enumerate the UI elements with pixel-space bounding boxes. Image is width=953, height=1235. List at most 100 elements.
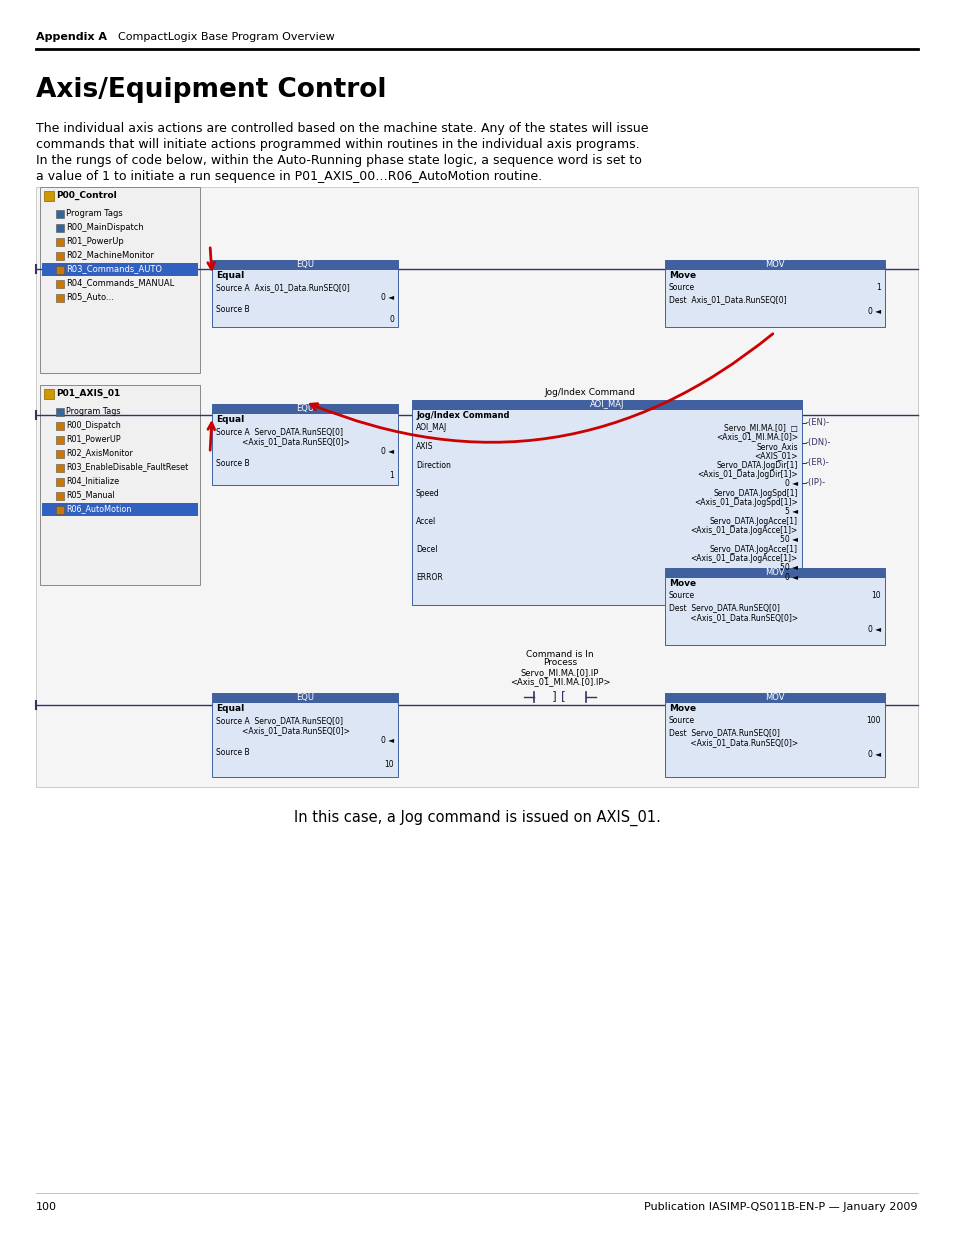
Bar — [664, 568, 884, 577]
Text: AOI_MAJ: AOI_MAJ — [589, 400, 623, 409]
Text: 0 ◄: 0 ◄ — [784, 573, 797, 582]
Bar — [56, 422, 64, 430]
Bar — [56, 506, 64, 514]
Bar — [40, 385, 200, 585]
Text: In the rungs of code below, within the Auto-Running phase state logic, a sequenc: In the rungs of code below, within the A… — [36, 154, 641, 167]
Bar — [212, 412, 397, 485]
Bar — [664, 577, 884, 645]
Text: 10: 10 — [384, 760, 394, 769]
Text: R03_EnableDisable_FaultReset: R03_EnableDisable_FaultReset — [66, 462, 188, 472]
Text: Jog/Index Command: Jog/Index Command — [416, 411, 509, 420]
Bar — [56, 280, 64, 288]
Text: Source B: Source B — [215, 459, 250, 468]
Text: Process: Process — [542, 658, 577, 667]
Bar — [42, 263, 198, 275]
Bar — [56, 464, 64, 472]
Text: <Axis_01_Data.RunSEQ[0]>: <Axis_01_Data.RunSEQ[0]> — [215, 726, 350, 735]
Bar — [212, 701, 397, 777]
Text: R01_PowerUP: R01_PowerUP — [66, 435, 120, 443]
Text: The individual axis actions are controlled based on the machine state. Any of th: The individual axis actions are controll… — [36, 122, 648, 135]
Text: ] [: ] [ — [552, 690, 565, 704]
Text: -(ER)-: -(ER)- — [805, 458, 829, 468]
Text: P00_Control: P00_Control — [56, 190, 116, 200]
Text: <Axis_01_MI.MA.[0]>: <Axis_01_MI.MA.[0]> — [715, 432, 797, 441]
Text: <Axis_01_Data.RunSEQ[0]>: <Axis_01_Data.RunSEQ[0]> — [668, 613, 798, 622]
Bar — [664, 269, 884, 327]
Bar — [56, 492, 64, 500]
Text: Source A  Axis_01_Data.RunSEQ[0]: Source A Axis_01_Data.RunSEQ[0] — [215, 283, 350, 291]
Text: Speed: Speed — [416, 489, 439, 498]
Bar — [40, 186, 200, 373]
Bar — [56, 436, 64, 445]
Bar — [664, 261, 884, 269]
Text: Dest  Axis_01_Data.RunSEQ[0]: Dest Axis_01_Data.RunSEQ[0] — [668, 295, 786, 304]
Bar — [44, 191, 54, 201]
Text: <AXIS_01>: <AXIS_01> — [754, 451, 797, 459]
Bar — [56, 238, 64, 246]
Bar — [56, 252, 64, 261]
Text: Servo_DATA.JogSpd[1]: Servo_DATA.JogSpd[1] — [713, 489, 797, 498]
Bar — [412, 409, 801, 605]
Text: Axis/Equipment Control: Axis/Equipment Control — [36, 77, 386, 103]
Bar — [42, 503, 198, 516]
Text: -(IP)-: -(IP)- — [805, 478, 825, 488]
Text: Source: Source — [668, 592, 695, 600]
Text: Move: Move — [668, 579, 696, 588]
Bar — [212, 269, 397, 327]
Bar — [56, 210, 64, 219]
Text: R00_Dispatch: R00_Dispatch — [66, 420, 121, 430]
Text: a value of 1 to initiate a run sequence in P01_AXIS_00…R06_AutoMotion routine.: a value of 1 to initiate a run sequence … — [36, 170, 541, 183]
Text: Servo_DATA.JogAcce[1]: Servo_DATA.JogAcce[1] — [709, 545, 797, 555]
Text: <Axis_01_Data.JogAcce[1]>: <Axis_01_Data.JogAcce[1]> — [690, 526, 797, 535]
Text: Dest  Servo_DATA.RunSEQ[0]: Dest Servo_DATA.RunSEQ[0] — [668, 603, 779, 613]
Text: Jog/Index Command: Jog/Index Command — [544, 388, 635, 396]
Text: Source A  Servo_DATA.RunSEQ[0]: Source A Servo_DATA.RunSEQ[0] — [215, 427, 343, 436]
Text: Direction: Direction — [416, 461, 451, 471]
Text: R04_Initialize: R04_Initialize — [66, 477, 119, 485]
Text: Appendix A: Appendix A — [36, 32, 107, 42]
Text: 1: 1 — [876, 283, 880, 291]
Text: P01_AXIS_01: P01_AXIS_01 — [56, 389, 120, 398]
Text: 0 ◄: 0 ◄ — [380, 736, 394, 745]
Text: Source B: Source B — [215, 748, 250, 757]
Text: Source B: Source B — [215, 305, 250, 314]
Text: R00_MainDispatch: R00_MainDispatch — [66, 222, 144, 231]
Text: 50 ◄: 50 ◄ — [780, 535, 797, 543]
Text: Source A  Servo_DATA.RunSEQ[0]: Source A Servo_DATA.RunSEQ[0] — [215, 716, 343, 725]
Text: Publication IASIMP-QS011B-EN-P — January 2009: Publication IASIMP-QS011B-EN-P — January… — [644, 1202, 917, 1212]
Bar — [56, 478, 64, 487]
Bar — [56, 266, 64, 274]
Text: In this case, a Jog command is issued on AXIS_01.: In this case, a Jog command is issued on… — [294, 810, 659, 826]
Text: CompactLogix Base Program Overview: CompactLogix Base Program Overview — [118, 32, 335, 42]
Text: R03_Commands_AUTO: R03_Commands_AUTO — [66, 264, 162, 273]
Text: 50 ◄: 50 ◄ — [780, 563, 797, 572]
Text: Move: Move — [668, 704, 696, 713]
Text: Decel: Decel — [416, 545, 437, 555]
Text: <Axis_01_Data.JogSpd[1]>: <Axis_01_Data.JogSpd[1]> — [694, 498, 797, 508]
Text: Equal: Equal — [215, 704, 244, 713]
Text: R02_MachineMonitor: R02_MachineMonitor — [66, 251, 153, 259]
Text: commands that will initiate actions programmed within routines in the individual: commands that will initiate actions prog… — [36, 138, 639, 151]
Text: EQU: EQU — [295, 261, 314, 269]
Text: Source: Source — [668, 283, 695, 291]
Text: 0 ◄: 0 ◄ — [867, 625, 880, 634]
Bar — [36, 186, 917, 787]
Bar — [56, 294, 64, 303]
Text: 0 ◄: 0 ◄ — [380, 447, 394, 456]
Text: Servo_Axis: Servo_Axis — [756, 442, 797, 451]
Text: R05_Auto...: R05_Auto... — [66, 293, 113, 301]
Bar — [56, 224, 64, 232]
Text: Equal: Equal — [215, 415, 244, 424]
Text: 0 ◄: 0 ◄ — [867, 308, 880, 316]
Text: MOV: MOV — [764, 693, 784, 701]
Text: Command is In: Command is In — [526, 650, 593, 659]
Text: Servo_MI.MA.[0]  □: Servo_MI.MA.[0] □ — [723, 424, 797, 432]
Text: Accel: Accel — [416, 517, 436, 526]
Text: -(EN)-: -(EN)- — [805, 419, 829, 427]
Bar — [412, 400, 801, 409]
Text: 0: 0 — [389, 315, 394, 324]
Text: 1: 1 — [389, 471, 394, 480]
Text: <Axis_01_Data.RunSEQ[0]>: <Axis_01_Data.RunSEQ[0]> — [668, 739, 798, 747]
Text: Program Tags: Program Tags — [66, 209, 123, 217]
Text: <Axis_01_Data.JogAcce[1]>: <Axis_01_Data.JogAcce[1]> — [690, 555, 797, 563]
